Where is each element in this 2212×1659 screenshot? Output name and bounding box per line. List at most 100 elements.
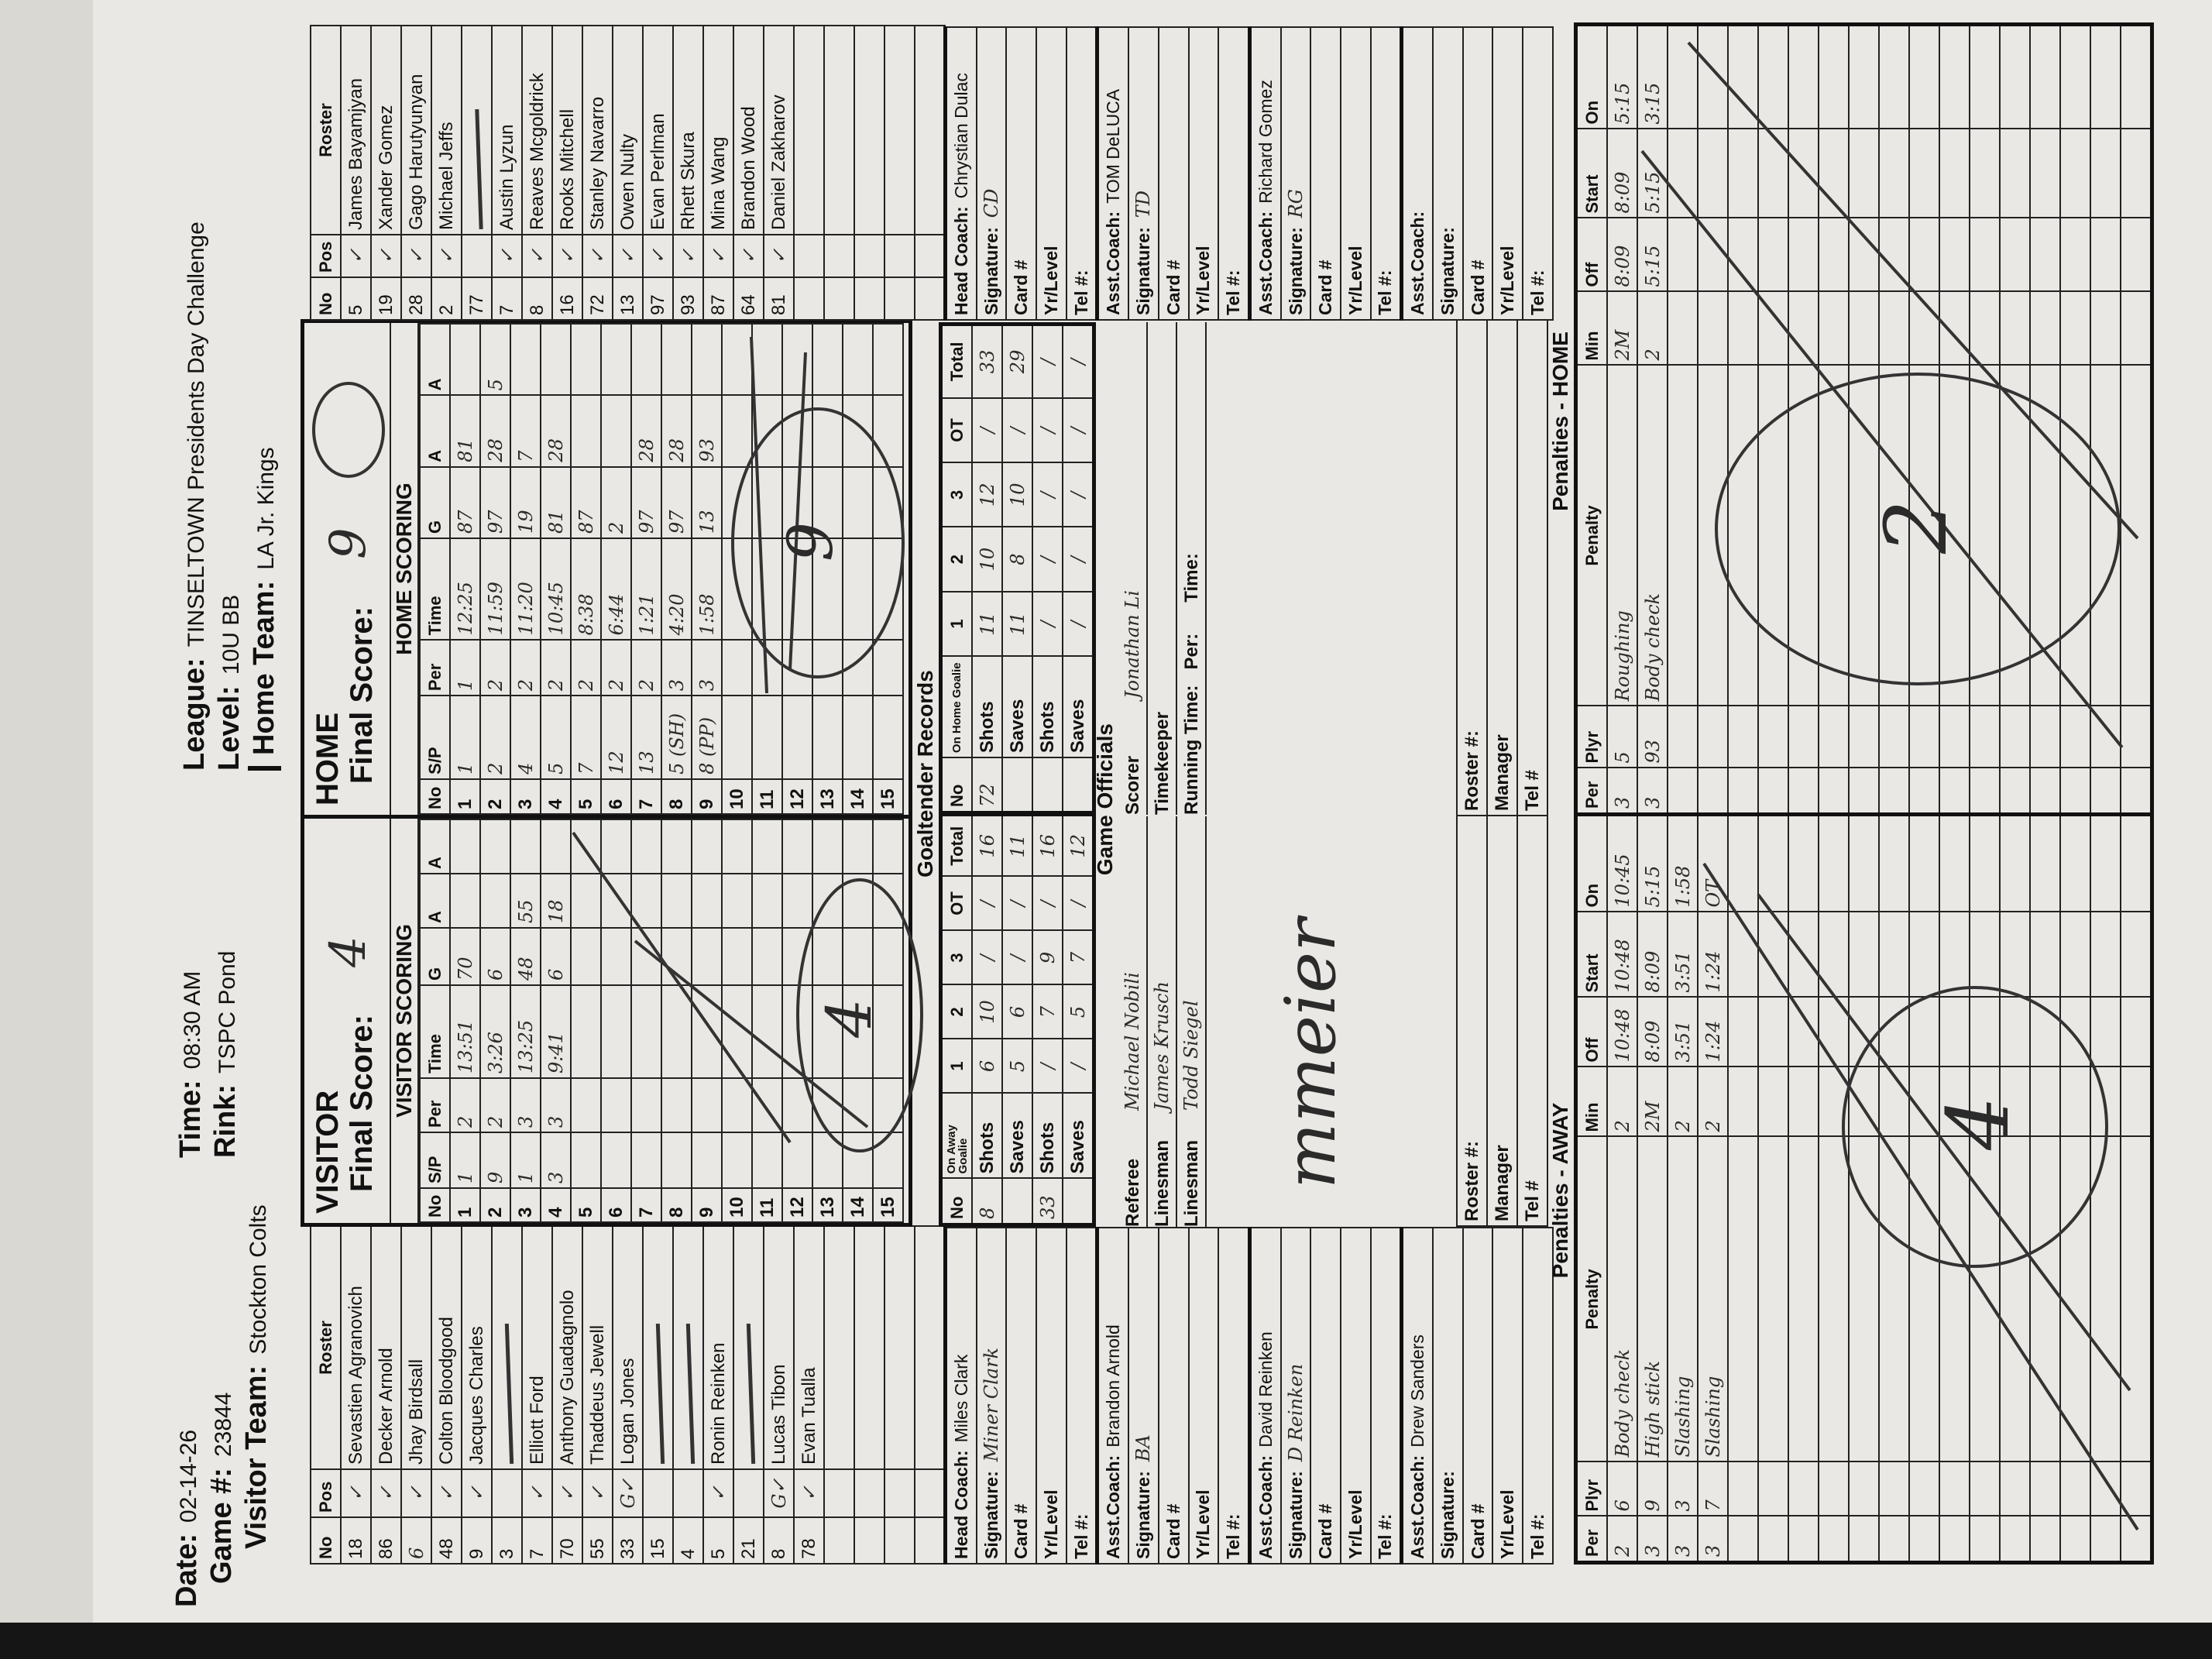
goalie-col-period: 2	[940, 984, 972, 1039]
player-position-check: ✓	[522, 1469, 552, 1517]
goal-number: 4	[541, 778, 571, 814]
player-name	[824, 26, 854, 235]
penalty-on: OT	[1698, 814, 1728, 912]
player-number: 3	[492, 1517, 522, 1564]
official-label: Referee	[1122, 1158, 1143, 1227]
goalie-shots-value: /	[1032, 324, 1063, 398]
player-name: Evan Perlman	[643, 26, 673, 235]
goal-per	[722, 640, 752, 696]
penalty-row: 3 9 High stick 2M 8:09 8:09 5:15	[1637, 814, 1668, 1563]
penalty-min	[2090, 1066, 2121, 1137]
goalie-number	[1032, 757, 1063, 813]
penalty-per	[1849, 768, 1879, 815]
player-number: 2	[431, 277, 462, 320]
penalty-min	[2060, 1066, 2090, 1137]
penalty-min	[2121, 1066, 2152, 1137]
visitor-roster: No Pos Roster 18 ✓ Sevastien Agranovich 86 ✓ Dec…	[310, 1226, 946, 1565]
penalty-per	[2000, 1516, 2030, 1563]
roster-row	[915, 1226, 945, 1564]
manager-row: Manager Manager	[1487, 320, 1517, 1226]
roster-col-name: Roster	[311, 1226, 341, 1469]
goal-number: 14	[843, 1188, 873, 1222]
roster-row: 13 ✓ Owen Nulty	[613, 26, 643, 320]
coach-cell: Asst.Coach: Richard Gomez	[1249, 27, 1281, 320]
roster-row: 7 ✓ Elliott Ford	[522, 1226, 552, 1564]
goal-per: 3	[692, 640, 722, 696]
scoring-row: 10	[722, 819, 752, 1222]
player-number	[884, 1517, 915, 1564]
goalie-saves-value: /	[1063, 1039, 1094, 1094]
goal-sp: 7	[571, 696, 601, 779]
penalty-on	[1970, 24, 2000, 129]
penalty-start	[1758, 129, 1788, 218]
player-position-check	[673, 1469, 703, 1517]
home-penalties: Penalties - HOME Per Plyr Penalty Min Off Star…	[1547, 22, 2154, 816]
penalty-per	[1879, 768, 1909, 815]
goal-a2	[782, 819, 812, 874]
penalty-on: 5:15	[1637, 814, 1668, 912]
scoring-row: 6 12 2 6:44 2	[601, 324, 631, 814]
penalty-col-penalty: Penalty	[1575, 365, 1607, 706]
coach-field-cell: Signature:	[1433, 1228, 1463, 1564]
roster-row: 16 ✓ Rooks Mitchell	[552, 26, 582, 320]
goalie-col-period: 3	[940, 462, 972, 527]
goal-a1	[480, 874, 510, 928]
official-row: Linesman Todd Siegel	[1177, 816, 1207, 1227]
goal-a2	[722, 819, 752, 874]
coach-field-label: Card #	[1163, 1503, 1183, 1559]
player-number: 7	[492, 277, 522, 320]
penalty-per	[1758, 1516, 1788, 1563]
penalty-row	[1939, 814, 1970, 1563]
goal-sp	[752, 1132, 782, 1188]
home-coaches: Head Coach: Chrystian Dulac Signature: CD Ca…	[943, 26, 1554, 321]
coach-field-cell: Signature: Miner Clark	[976, 1228, 1007, 1564]
roster-row	[794, 26, 824, 320]
goal-a1	[450, 874, 480, 928]
penalty-start	[1909, 129, 1939, 218]
player-name: Stanley Navarro	[582, 26, 613, 235]
goal-per	[843, 1078, 873, 1132]
penalty-row	[2121, 24, 2152, 815]
player-number: 18	[341, 1517, 371, 1564]
scoring-col-per: Per	[420, 1078, 450, 1132]
player-number	[884, 277, 915, 320]
player-name: Jhay Birdsall	[401, 1226, 431, 1469]
coach-field-row: Signature: Miner Clark	[976, 1228, 1007, 1564]
player-name: Colton Bloodgood	[431, 1226, 462, 1469]
penalty-plyr: 93	[1637, 706, 1668, 768]
penalty-plyr	[1758, 1462, 1788, 1516]
penalty-per	[1849, 1516, 1879, 1563]
penalty-min: 2	[1698, 1066, 1728, 1137]
goalie-row: Saves 11 8 10/29	[1002, 324, 1032, 813]
goal-per	[631, 1078, 661, 1132]
time-line: Time: 08:30 AM	[174, 971, 208, 1158]
penalty-plyr	[1939, 706, 1970, 768]
goalie-saves-value: /	[1002, 876, 1032, 931]
goal-a2	[480, 819, 510, 874]
goalie-stat-label: Shots	[972, 656, 1002, 758]
penalty-off	[2000, 997, 2030, 1067]
goal-a1: 18	[541, 874, 571, 928]
coach-table: Head Coach: Chrystian Dulac Signature: CD Ca…	[943, 26, 1554, 321]
penalty-plyr	[1698, 706, 1728, 768]
penalty-row	[2090, 24, 2121, 815]
player-number: 55	[582, 1517, 613, 1564]
penalty-per: 3	[1607, 768, 1637, 815]
scoring-row: 5	[571, 819, 601, 1222]
coach-field-label: Card #	[1011, 259, 1032, 315]
goalie-saves-value: /	[1063, 876, 1094, 931]
goal-a2	[631, 819, 661, 874]
penalty-min	[1758, 1066, 1788, 1137]
penalty-min	[2030, 291, 2060, 366]
player-position-check: ✓	[764, 235, 794, 277]
goal-a2	[571, 819, 601, 874]
penalty-header-row: Per Plyr Penalty Min Off Start On	[1575, 24, 1607, 815]
coach-field-cell: Signature: BA	[1128, 1228, 1159, 1564]
goal-g: 6	[480, 928, 510, 985]
penalty-min	[1849, 291, 1879, 366]
penalty-penalty	[1970, 365, 2000, 706]
penalty-row	[2030, 814, 2060, 1563]
penalty-plyr	[1909, 1462, 1939, 1516]
penalty-off	[1788, 997, 1819, 1067]
coach-name-row: Head Coach: Miles Clark	[945, 1228, 977, 1564]
